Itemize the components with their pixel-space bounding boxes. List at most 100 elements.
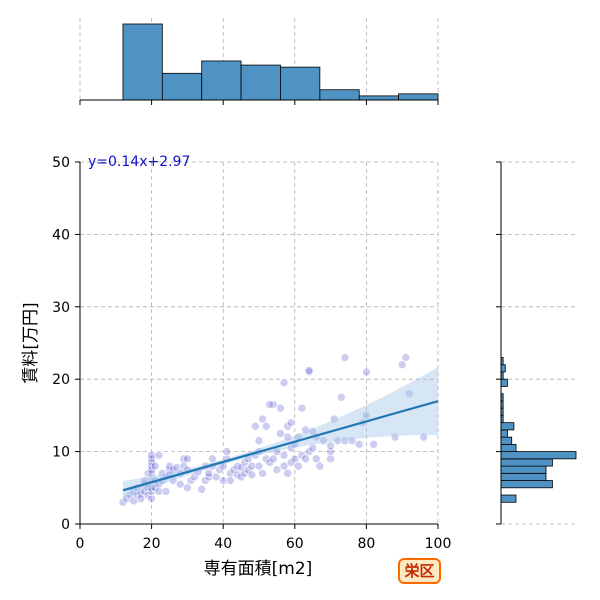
top-hist-ticks [79, 100, 439, 105]
x-axis-label: 専有面積[m2] [204, 559, 313, 579]
scatter-point [147, 454, 156, 464]
scatter-point [150, 461, 160, 471]
scatter-point [140, 487, 149, 496]
scatter-point [405, 389, 414, 398]
scatter-point [247, 461, 257, 471]
x-tick-label: 60 [286, 536, 304, 552]
x-tick-label: 100 [425, 536, 452, 552]
scatter-point [179, 454, 189, 464]
x-axis-ticks: 0 20 40 60 80 100 [76, 524, 452, 552]
top-hist-bar [240, 64, 281, 101]
scatter-point [283, 469, 292, 478]
right-hist-bar [500, 436, 513, 445]
scatter-point [347, 436, 357, 446]
scatter-point [340, 353, 350, 362]
scatter-point [154, 487, 164, 496]
scatter-point [226, 476, 235, 485]
scatter-point [251, 421, 260, 431]
scatter-point [283, 432, 292, 442]
scatter-point [147, 458, 156, 467]
regression-equation: y=0.14x+2.97 [88, 154, 190, 170]
scatter-point [143, 469, 153, 478]
scatter-point [272, 465, 282, 475]
scatter-point [122, 494, 131, 503]
right-hist-bar [500, 494, 517, 503]
scatter-point [179, 461, 189, 471]
scatter-point [147, 469, 156, 478]
scatter-point [211, 472, 221, 482]
scatter-point [136, 494, 146, 503]
scatter-point [390, 432, 400, 442]
scatter-point [301, 425, 310, 435]
scatter-point [304, 447, 314, 456]
scatter-point [147, 461, 156, 471]
scatter-point [265, 458, 275, 467]
scatter-point [340, 436, 350, 446]
district-badge: 栄区 [398, 558, 441, 584]
top-hist-bar [122, 23, 163, 101]
scatter-point [165, 461, 174, 471]
scatter-point [286, 443, 296, 453]
scatter-point [243, 465, 253, 475]
right-hist-bar [500, 465, 547, 474]
right-hist-bar [500, 458, 553, 467]
scatter-point [147, 483, 156, 493]
scatter-point [308, 427, 318, 436]
y-tick-label: 20 [52, 372, 70, 388]
scatter-point [222, 447, 232, 456]
scatter-point [326, 454, 335, 464]
scatter-point [337, 392, 346, 402]
scatter-point [240, 469, 249, 478]
scatter-point [247, 470, 257, 480]
scatter-point [269, 400, 278, 409]
scatter-point [240, 458, 249, 467]
y-tick-label: 0 [61, 517, 70, 533]
scatter-point [276, 403, 285, 413]
scatter-point [265, 400, 275, 409]
scatter-point [315, 461, 325, 471]
scatter-point [354, 440, 364, 449]
top-hist-bar [319, 89, 360, 101]
scatter-point [362, 367, 371, 377]
scatter-point [258, 414, 267, 424]
scatter-point [261, 454, 271, 464]
top-marginal-histogram [79, 18, 439, 105]
scatter-point [208, 454, 217, 464]
scatter-point [329, 414, 339, 424]
scatter-point [215, 465, 224, 475]
scatter-point [118, 497, 128, 507]
scatter-point [147, 450, 156, 460]
right-hist-bars [500, 357, 577, 503]
x-tick-label: 40 [214, 536, 232, 552]
scatter-point [236, 472, 246, 482]
scatter-point [175, 479, 185, 489]
scatter-point [161, 487, 171, 496]
right-hist-bar [500, 378, 508, 387]
scatter-point [158, 469, 167, 478]
top-hist-bar [201, 60, 242, 101]
right-hist-bar [500, 364, 506, 373]
scatter-point [362, 411, 371, 420]
regression-line [122, 400, 438, 492]
regression-confidence-band [122, 367, 438, 500]
top-hist-bar [358, 95, 400, 101]
right-hist-bar [500, 429, 508, 438]
scatter-point [269, 454, 278, 464]
scatter-point [308, 443, 318, 453]
scatter-point [301, 454, 310, 464]
scatter-point [311, 454, 321, 464]
scatter-point [150, 483, 160, 493]
right-hist-bar [500, 451, 577, 460]
scatter-point [154, 450, 164, 460]
scatter-point [254, 461, 264, 471]
scatter-point [226, 469, 235, 478]
scatter-point [401, 353, 411, 362]
top-hist-bar [280, 66, 321, 101]
y-tick-label: 30 [52, 300, 70, 316]
scatter-point [261, 421, 271, 431]
x-tick-label: 20 [143, 536, 161, 552]
scatter-point [286, 418, 296, 427]
x-tick-label: 80 [357, 536, 375, 552]
y-axis-ticks: 0 10 20 30 40 50 [52, 155, 80, 533]
